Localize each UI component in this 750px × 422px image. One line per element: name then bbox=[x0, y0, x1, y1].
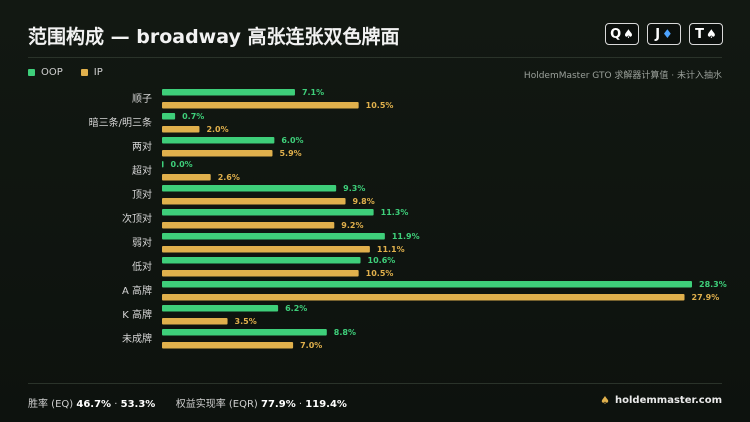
category-label: 未成牌 bbox=[122, 332, 152, 345]
bar-oop bbox=[162, 305, 279, 312]
data-label-oop: 0.0% bbox=[171, 160, 193, 169]
board-card-2: J ♦ bbox=[647, 23, 681, 45]
eq-label: 胜率 (EQ) bbox=[28, 399, 74, 410]
category-label: 超对 bbox=[132, 164, 152, 177]
legend-item-oop: OOP bbox=[28, 67, 63, 78]
bar-ip bbox=[162, 246, 370, 253]
bar-ip bbox=[162, 102, 359, 109]
category-label: 两对 bbox=[132, 140, 152, 153]
legend-label: OOP bbox=[41, 67, 63, 78]
bar-oop bbox=[162, 137, 275, 144]
data-label-ip: 2.0% bbox=[206, 125, 228, 134]
card-rank: T bbox=[695, 26, 705, 42]
data-label-ip: 9.8% bbox=[353, 197, 375, 206]
data-label-oop: 6.0% bbox=[281, 136, 303, 145]
data-label-oop: 11.9% bbox=[392, 232, 420, 241]
category-label: 次顶对 bbox=[122, 212, 152, 225]
data-label-oop: 9.3% bbox=[343, 184, 365, 193]
legend-label: IP bbox=[93, 67, 103, 78]
diamond-icon: ♦ bbox=[662, 27, 673, 41]
data-label-oop: 28.3% bbox=[699, 280, 727, 289]
board-cards: Q ♠ J ♦ T ♠ bbox=[605, 23, 723, 45]
separator: · bbox=[114, 399, 118, 410]
data-label-ip: 10.5% bbox=[366, 101, 394, 110]
category-label: 弱对 bbox=[132, 236, 152, 249]
data-label-oop: 10.6% bbox=[368, 256, 396, 265]
bar-oop bbox=[162, 329, 327, 336]
bar-oop bbox=[162, 89, 295, 96]
chart-title: 范围构成 — broadway 高张连张双色牌面 bbox=[28, 26, 400, 48]
bar-ip bbox=[162, 222, 335, 229]
category-label: 低对 bbox=[132, 260, 152, 273]
bar-ip bbox=[162, 174, 211, 181]
bar-ip bbox=[162, 126, 200, 133]
category-label: A 高牌 bbox=[122, 284, 152, 297]
card-rank: Q bbox=[610, 26, 622, 42]
data-label-oop: 0.7% bbox=[182, 112, 204, 121]
legend-item-ip: IP bbox=[80, 67, 103, 78]
bar-oop bbox=[162, 209, 374, 216]
bar-ip bbox=[162, 270, 359, 277]
data-label-ip: 10.5% bbox=[366, 269, 394, 278]
legend-swatch-ip bbox=[80, 69, 88, 76]
bar-oop bbox=[162, 185, 337, 192]
spade-icon: ♠ bbox=[623, 27, 634, 41]
category-label: 顶对 bbox=[132, 188, 152, 201]
legend: OOP IP bbox=[28, 67, 103, 78]
data-label-oop: 6.2% bbox=[285, 304, 307, 313]
category-label: K 高牌 bbox=[122, 308, 152, 321]
eqr-oop-value: 77.9% bbox=[261, 399, 296, 410]
data-label-oop: 11.3% bbox=[381, 208, 409, 217]
brand-link[interactable]: holdemmaster.com bbox=[615, 395, 722, 406]
eq-oop-value: 46.7% bbox=[76, 399, 112, 410]
brand[interactable]: ♠ holdemmaster.com bbox=[600, 394, 722, 407]
category-label: 暗三条/明三条 bbox=[89, 116, 152, 129]
divider bbox=[28, 383, 722, 384]
spade-icon: ♠ bbox=[706, 27, 717, 41]
legend-swatch-oop bbox=[28, 69, 35, 76]
bar-ip bbox=[162, 294, 685, 301]
data-label-ip: 3.5% bbox=[235, 317, 257, 326]
bar-oop bbox=[162, 233, 385, 240]
board-card-3: T ♠ bbox=[689, 23, 723, 45]
bar-oop bbox=[162, 257, 361, 264]
bar-ip bbox=[162, 150, 273, 157]
eqr-label: 权益实现率 (EQR) bbox=[175, 399, 258, 410]
footer-stats: 胜率 (EQ) 46.7% · 53.3% 权益实现率 (EQR) 77.9% … bbox=[28, 395, 347, 410]
data-label-ip: 5.9% bbox=[279, 149, 301, 158]
bar-oop bbox=[162, 113, 176, 120]
eq-ip-value: 53.3% bbox=[120, 399, 156, 410]
separator: · bbox=[298, 399, 303, 410]
bar-oop bbox=[162, 281, 692, 288]
card-rank: J bbox=[655, 26, 661, 42]
data-label-ip: 11.1% bbox=[377, 245, 405, 254]
data-label-ip: 27.9% bbox=[692, 293, 720, 302]
bar-ip bbox=[162, 318, 228, 325]
bar-ip bbox=[162, 342, 294, 349]
eqr-ip-value: 119.4% bbox=[305, 399, 347, 410]
bar-oop bbox=[162, 161, 164, 168]
data-label-ip: 9.2% bbox=[341, 221, 363, 230]
divider bbox=[28, 57, 722, 58]
board-card-1: Q ♠ bbox=[605, 23, 639, 45]
category-label: 顺子 bbox=[132, 93, 152, 105]
data-label-oop: 7.1% bbox=[302, 88, 324, 97]
source-note: HoldemMaster GTO 求解器计算值 · 未计入抽水 bbox=[523, 71, 722, 81]
data-label-ip: 2.6% bbox=[218, 173, 240, 182]
bar-ip bbox=[162, 198, 346, 205]
spade-icon: ♠ bbox=[600, 394, 611, 407]
data-label-ip: 7.0% bbox=[300, 341, 322, 350]
data-label-oop: 8.8% bbox=[334, 328, 356, 337]
